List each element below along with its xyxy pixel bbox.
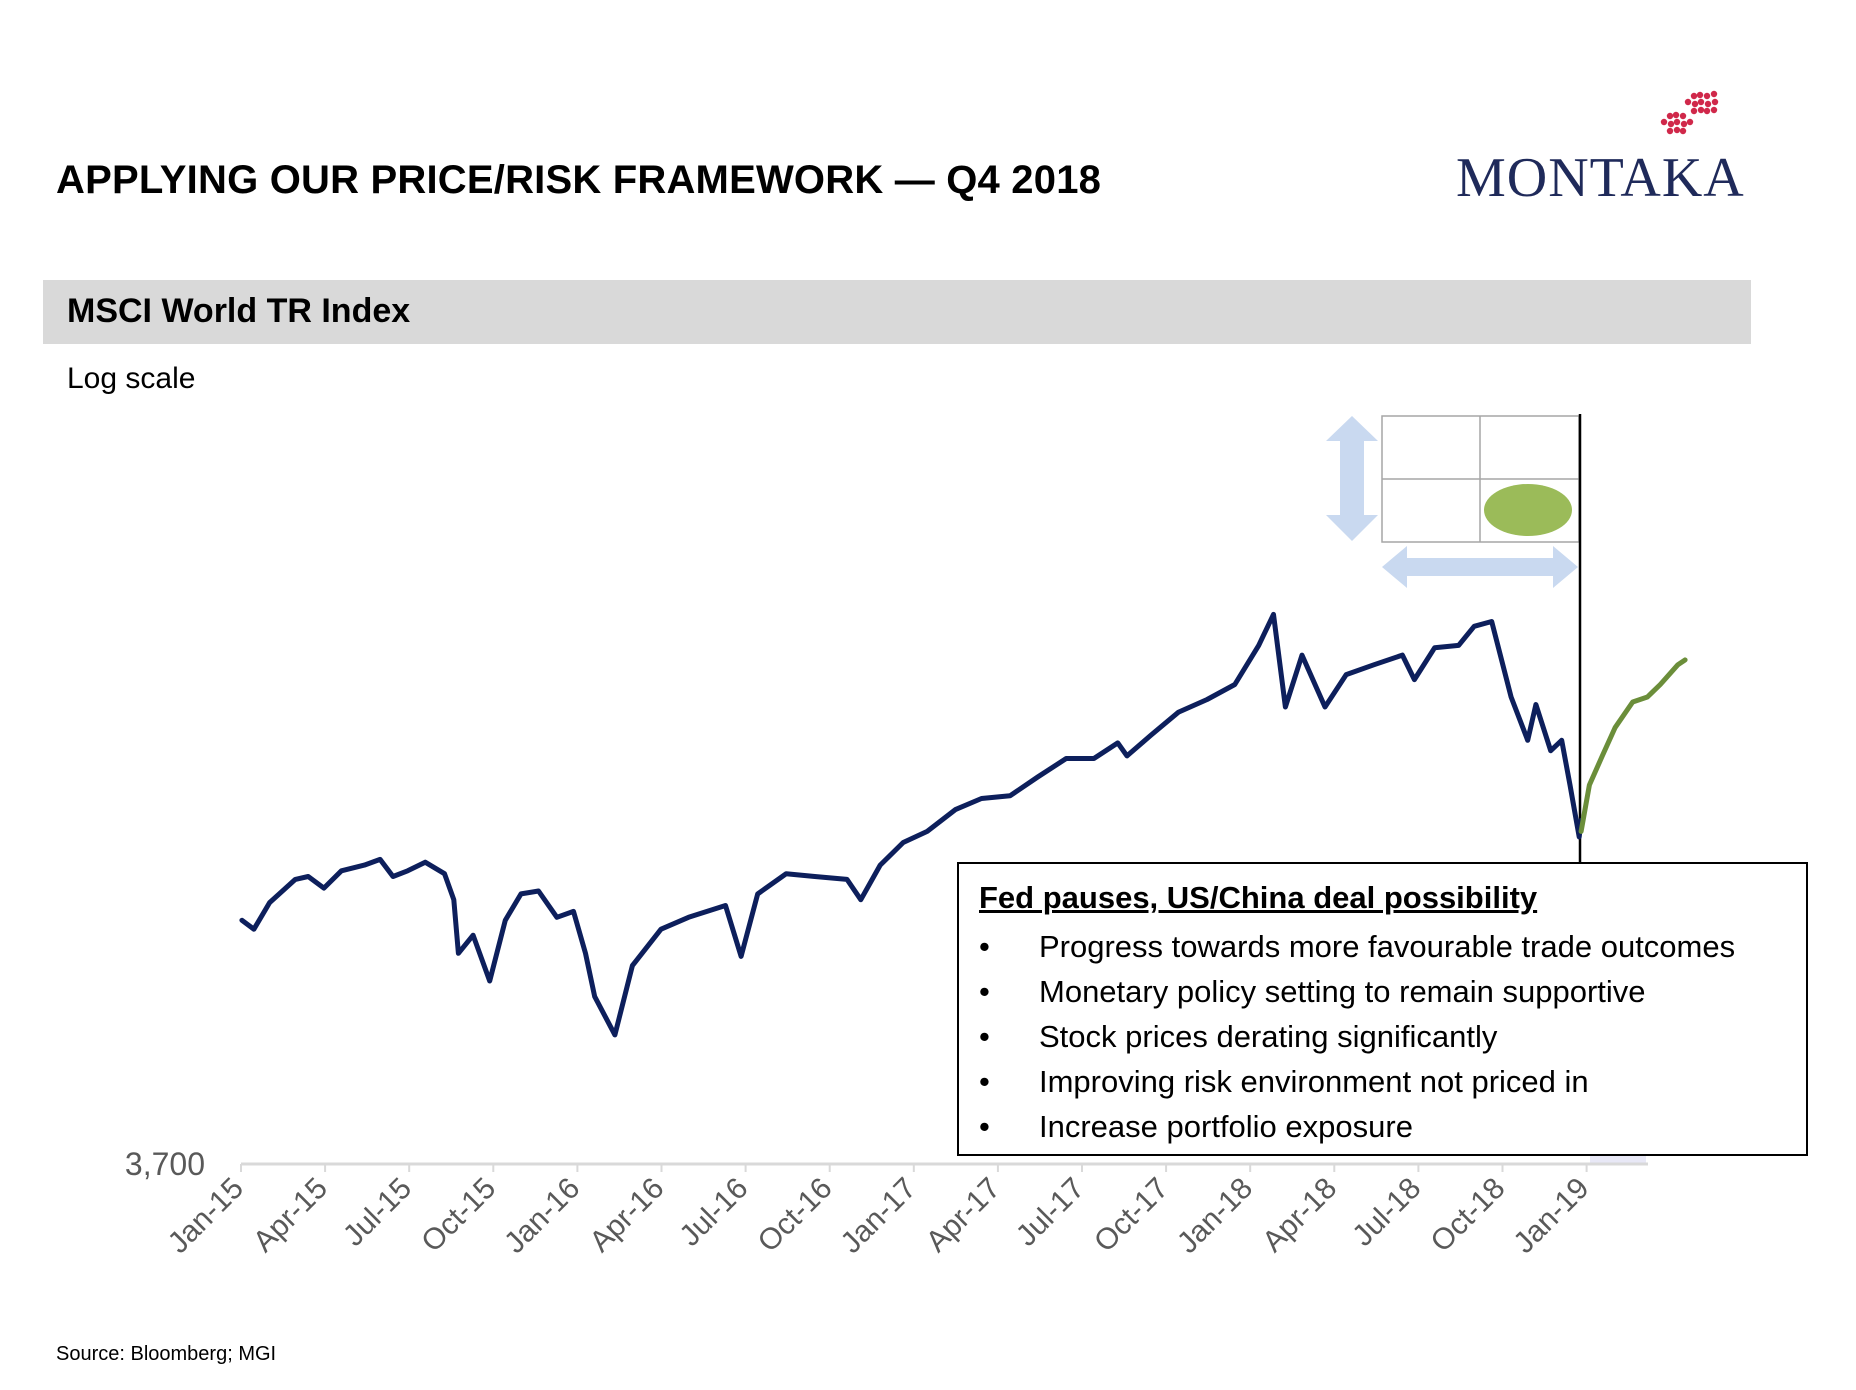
section-title: MSCI World TR Index <box>67 292 411 330</box>
y-axis-tick-label: 3,700 <box>125 1146 205 1182</box>
callout-item: • Progress towards more favourable trade … <box>979 924 1735 969</box>
logo-dot <box>1679 127 1687 135</box>
x-axis-tick-label: Oct-15 <box>415 1172 502 1259</box>
section-header-bar: MSCI World TR Index <box>43 280 1751 344</box>
series-line-recent <box>1578 657 1688 834</box>
logo-dot <box>1672 111 1680 119</box>
x-axis-ticks <box>240 1164 1588 1172</box>
x-axis-tick-label: Apr-16 <box>583 1172 670 1259</box>
logo-wordmark: MONTAKA <box>1456 147 1745 209</box>
logo-dot <box>1711 98 1719 106</box>
bullet-icon: • <box>979 1019 990 1054</box>
logo-dot <box>1666 127 1674 135</box>
x-axis-tick-label: Oct-18 <box>1424 1172 1511 1259</box>
logo-dot <box>1660 118 1668 126</box>
x-axis-tick-label: Apr-17 <box>920 1172 1007 1259</box>
x-axis-tick-label: Jan-17 <box>835 1172 923 1260</box>
callout-item: • Stock prices derating significantly <box>979 1014 1735 1059</box>
logo-dot <box>1703 107 1711 115</box>
logo-dot <box>1680 120 1688 128</box>
montaka-logo: MONTAKA <box>1456 82 1756 210</box>
horizontal-double-arrow-icon <box>1382 546 1578 588</box>
logo-dot <box>1690 92 1698 100</box>
x-axis-tick-label: Jul-18 <box>1346 1172 1427 1253</box>
vertical-double-arrow-icon <box>1326 416 1378 541</box>
x-axis-tick-label: Oct-16 <box>752 1172 839 1259</box>
logo-mark-icon <box>1660 90 1719 135</box>
x-axis-tick-label: Apr-15 <box>247 1172 334 1259</box>
source-note: Source: Bloomberg; MGI <box>56 1343 277 1365</box>
x-axis-tick-label: Jan-18 <box>1171 1172 1259 1260</box>
logo-dot <box>1696 91 1704 99</box>
outlook-callout-box: Fed pauses, US/China deal possibility • P… <box>957 862 1808 1156</box>
x-axis-tick-label: Jan-19 <box>1507 1172 1595 1260</box>
logo-dot <box>1691 100 1699 108</box>
logo-dot <box>1697 98 1705 106</box>
bullet-icon: • <box>979 929 990 964</box>
x-axis-tick-label: Oct-17 <box>1088 1172 1175 1259</box>
logo-dot <box>1686 118 1694 126</box>
x-axis-tick-label: Apr-18 <box>1256 1172 1343 1259</box>
bullet-icon: • <box>979 974 990 1009</box>
bullet-icon: • <box>979 1109 990 1144</box>
callout-item: • Increase portfolio exposure <box>979 1104 1735 1149</box>
slide-title: APPLYING OUR PRICE/RISK FRAMEWORK — Q4 2… <box>56 158 1102 202</box>
logo-dot <box>1673 118 1681 126</box>
series-line-main <box>239 611 1584 1038</box>
logo-dot <box>1673 126 1681 134</box>
logo-dot <box>1679 112 1687 120</box>
logo-dot <box>1690 107 1698 115</box>
forecast-axis-highlight <box>1590 1156 1646 1165</box>
framework-position-oval <box>1484 484 1572 536</box>
logo-dot <box>1666 112 1674 120</box>
logo-dot <box>1667 120 1675 128</box>
callout-title: Fed pauses, US/China deal possibility <box>979 880 1538 915</box>
x-axis-tick-label: Jan-15 <box>162 1172 250 1260</box>
bullet-icon: • <box>979 1064 990 1099</box>
logo-dot <box>1684 98 1692 106</box>
x-axis-tick-label: Jul-15 <box>337 1172 418 1253</box>
x-axis-tick-label: Jul-16 <box>673 1172 754 1253</box>
callout-item: • Improving risk environment not priced i… <box>979 1059 1735 1104</box>
callout-list: • Progress towards more favourable trade … <box>979 924 1735 1149</box>
logo-dot <box>1703 92 1711 100</box>
logo-dot <box>1710 90 1718 98</box>
logo-dot <box>1697 106 1705 114</box>
x-axis-tick-label: Jan-16 <box>498 1172 586 1260</box>
callout-item: • Monetary policy setting to remain suppo… <box>979 969 1735 1014</box>
scale-note: Log scale <box>67 362 196 395</box>
logo-dot <box>1704 100 1712 108</box>
x-axis-tick-label: Jul-17 <box>1010 1172 1091 1253</box>
price-risk-framework <box>1326 415 1580 588</box>
logo-dot <box>1710 106 1718 114</box>
